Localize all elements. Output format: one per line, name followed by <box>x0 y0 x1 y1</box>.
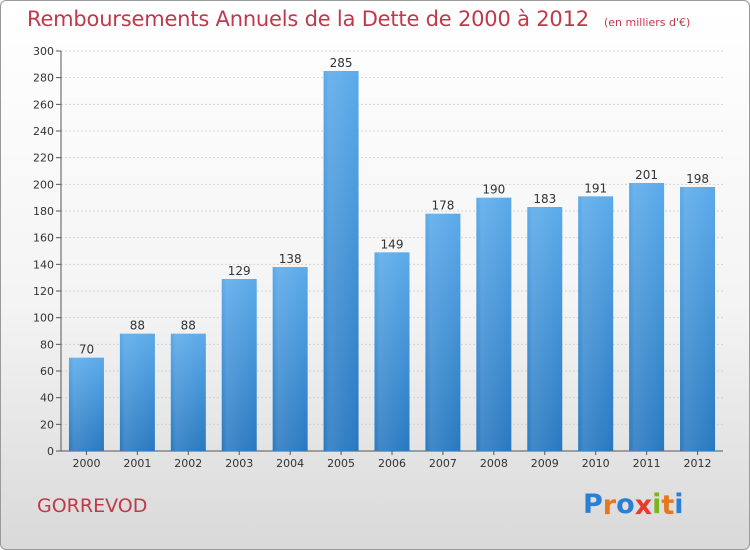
data-label: 191 <box>584 181 607 195</box>
logo-letter: i <box>674 489 684 520</box>
bar-highlight <box>578 196 614 451</box>
x-tick-label: 2012 <box>684 457 712 470</box>
x-tick-label: 2002 <box>174 457 202 470</box>
proxiti-logo[interactable]: Proxiti <box>583 489 684 521</box>
y-tick-label: 260 <box>33 98 54 111</box>
y-tick-label: 0 <box>47 445 54 458</box>
bar-highlight <box>476 197 512 451</box>
chart-subtitle: (en milliers d'€) <box>604 16 691 29</box>
y-tick-label: 280 <box>33 72 54 85</box>
logo-letter: o <box>616 489 635 520</box>
y-tick-label: 180 <box>33 205 54 218</box>
data-label: 183 <box>533 192 556 206</box>
x-tick-label: 2000 <box>72 457 100 470</box>
x-tick-label: 2005 <box>327 457 355 470</box>
title-row: Remboursements Annuels de la Dette de 20… <box>27 7 690 31</box>
logo-letter: P <box>583 489 603 520</box>
data-label: 138 <box>279 252 302 266</box>
chart-title: Remboursements Annuels de la Dette de 20… <box>27 7 589 31</box>
y-tick-label: 160 <box>33 232 54 245</box>
bar-highlight <box>323 71 359 451</box>
y-tick-label: 60 <box>40 365 54 378</box>
bar-highlight <box>629 183 665 451</box>
bar-highlight <box>680 187 716 451</box>
bar-highlight <box>527 207 563 451</box>
y-tick-label: 20 <box>40 418 54 431</box>
bar-highlight <box>119 333 155 451</box>
x-tick-label: 2003 <box>225 457 253 470</box>
y-tick-label: 200 <box>33 178 54 191</box>
data-label: 201 <box>635 168 658 182</box>
x-tick-label: 2001 <box>123 457 151 470</box>
data-label: 88 <box>130 319 145 333</box>
data-label: 178 <box>431 199 454 213</box>
bar-highlight <box>221 279 257 451</box>
logo-letter: r <box>602 490 617 521</box>
data-label: 70 <box>79 343 94 357</box>
x-tick-label: 2010 <box>582 457 610 470</box>
x-tick-label: 2004 <box>276 457 304 470</box>
commune-name: GORREVOD <box>37 495 148 517</box>
data-label: 149 <box>381 237 404 251</box>
y-tick-label: 220 <box>33 152 54 165</box>
x-tick-label: 2007 <box>429 457 457 470</box>
data-label: 198 <box>686 172 709 186</box>
data-label: 285 <box>330 56 353 70</box>
y-tick-label: 140 <box>33 258 54 271</box>
y-tick-label: 80 <box>40 338 54 351</box>
y-tick-label: 100 <box>33 312 54 325</box>
y-tick-label: 40 <box>40 392 54 405</box>
bar-highlight <box>425 213 461 451</box>
y-tick-label: 240 <box>33 125 54 138</box>
bar-highlight <box>170 333 206 451</box>
y-tick-label: 120 <box>33 285 54 298</box>
data-label: 88 <box>181 319 196 333</box>
data-label: 129 <box>228 264 251 278</box>
logo-letter: x <box>634 490 653 521</box>
x-tick-label: 2011 <box>633 457 661 470</box>
data-label: 190 <box>482 183 505 197</box>
x-tick-label: 2006 <box>378 457 406 470</box>
bar-highlight <box>272 267 308 451</box>
logo-letter: i <box>652 489 662 520</box>
bar-highlight <box>68 357 104 451</box>
x-tick-label: 2009 <box>531 457 559 470</box>
logo-letter: t <box>661 490 675 521</box>
x-tick-label: 2008 <box>480 457 508 470</box>
y-tick-label: 300 <box>33 45 54 58</box>
bar-highlight <box>374 252 410 451</box>
